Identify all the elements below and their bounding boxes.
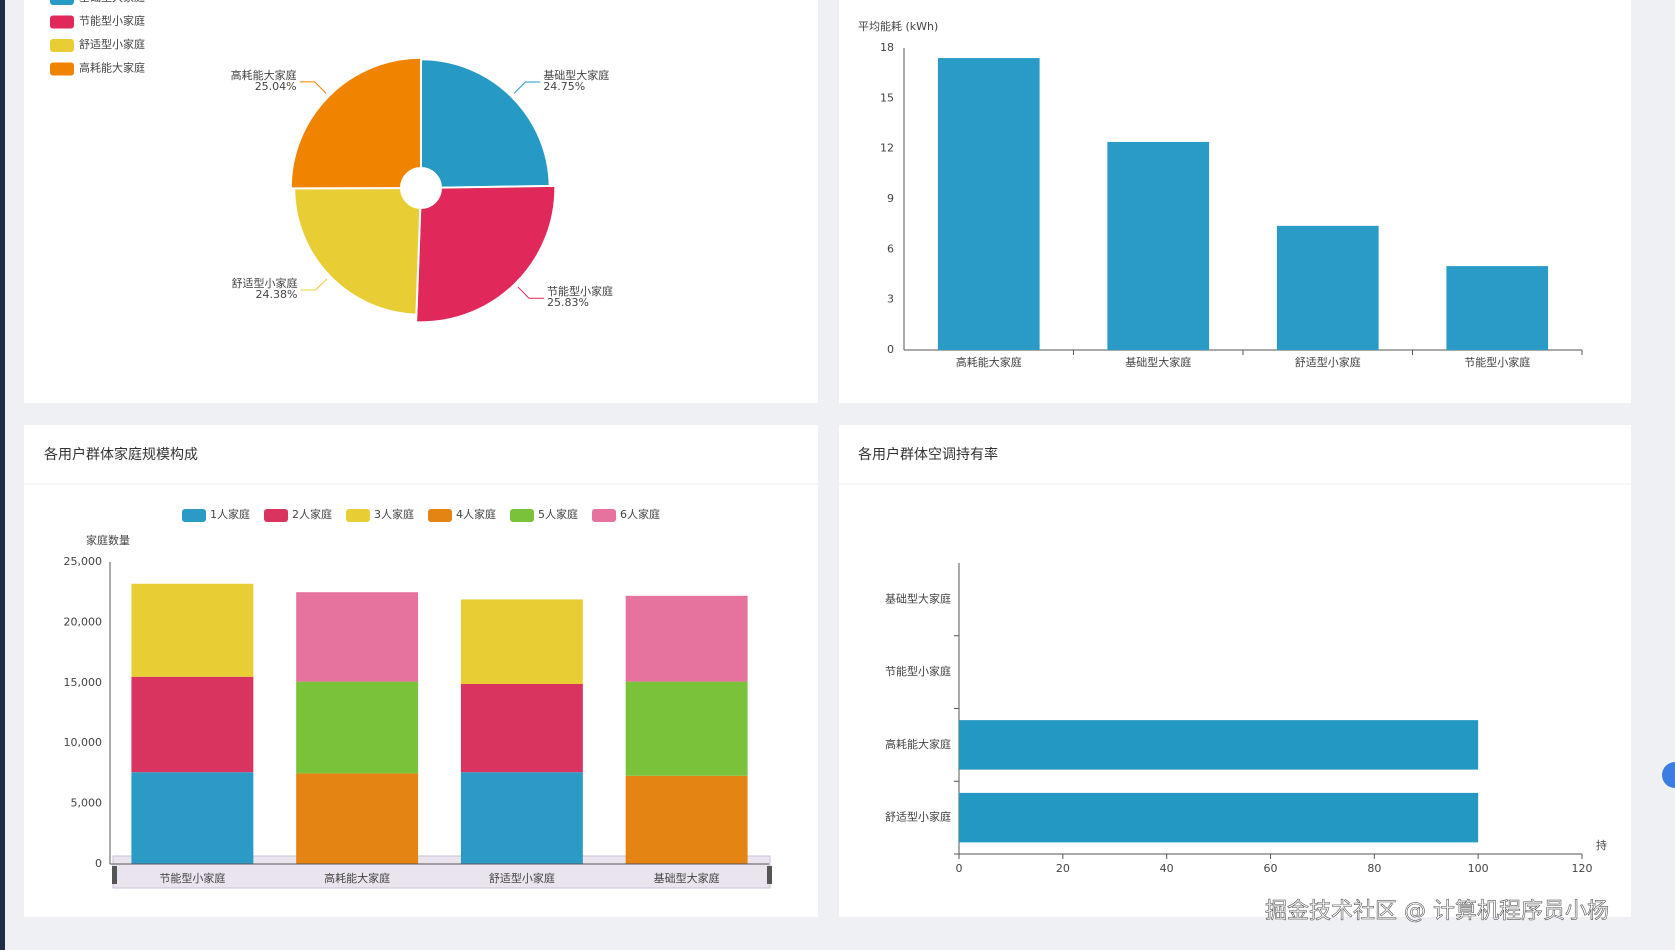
bar bbox=[1107, 141, 1210, 350]
y-tick-label: 舒适型小家庭 bbox=[885, 810, 951, 824]
y-tick-label: 0 bbox=[95, 857, 102, 870]
legend-label: 节能型小家庭 bbox=[79, 14, 145, 28]
bar bbox=[1276, 225, 1379, 350]
legend-label: 舒适型小家庭 bbox=[79, 37, 145, 51]
leader-line bbox=[513, 81, 541, 94]
x-tick-label: 120 bbox=[1572, 862, 1593, 875]
legend-label: 1人家庭 bbox=[210, 507, 250, 521]
bar-segment bbox=[625, 681, 748, 776]
y-tick-label: 20,000 bbox=[64, 615, 103, 628]
legend-swatch bbox=[50, 0, 74, 5]
y-tick-label: 3 bbox=[887, 293, 894, 306]
bar-segment bbox=[131, 676, 254, 773]
bar-segment bbox=[460, 772, 583, 864]
pie-slice bbox=[420, 58, 551, 189]
x-tick-label: 基础型大家庭 bbox=[1125, 355, 1191, 369]
bar-segment bbox=[460, 684, 583, 773]
legend-swatch bbox=[510, 509, 534, 522]
x-tick-label: 节能型小家庭 bbox=[1464, 355, 1530, 369]
bar-segment bbox=[625, 595, 748, 682]
y-tick-label: 5,000 bbox=[71, 797, 103, 810]
bar-segment bbox=[296, 681, 419, 774]
legend-label: 4人家庭 bbox=[456, 507, 496, 521]
x-tick-label: 80 bbox=[1367, 862, 1381, 875]
y-tick-label: 0 bbox=[887, 343, 894, 356]
bar-segment bbox=[131, 772, 254, 864]
x-tick-label: 舒适型小家庭 bbox=[489, 871, 555, 885]
bar-segment bbox=[296, 592, 419, 682]
legend-swatch bbox=[592, 509, 616, 522]
leader-line bbox=[299, 81, 327, 94]
x-axis-label: 持 bbox=[1596, 838, 1607, 852]
legend-label: 5人家庭 bbox=[538, 507, 578, 521]
leader-line bbox=[300, 278, 328, 291]
card bbox=[839, 425, 1631, 917]
y-tick-label: 基础型大家庭 bbox=[885, 591, 951, 605]
y-tick-label: 高耗能大家庭 bbox=[885, 737, 951, 751]
chart-title: 各用户群体家庭规模构成 bbox=[44, 446, 198, 463]
zoom-handle[interactable] bbox=[767, 866, 772, 884]
x-tick-label: 0 bbox=[956, 862, 963, 875]
pie-label: 高耗能大家庭 bbox=[231, 68, 297, 82]
watermark: 掘金技术社区 @ 计算机程序员小杨 bbox=[1265, 899, 1609, 924]
pie-slice bbox=[289, 56, 422, 190]
pie-slice bbox=[415, 184, 557, 324]
y-axis-label: 家庭数量 bbox=[86, 533, 130, 547]
legend-swatch bbox=[50, 39, 74, 52]
y-tick-label: 15,000 bbox=[64, 676, 103, 689]
y-tick-label: 12 bbox=[880, 142, 894, 155]
pie-slice bbox=[293, 187, 422, 316]
zoom-handle[interactable] bbox=[112, 866, 117, 884]
legend-swatch bbox=[182, 509, 206, 522]
sidebar-edge bbox=[0, 0, 5, 950]
legend-swatch bbox=[346, 509, 370, 522]
bar-segment bbox=[460, 599, 583, 685]
pie-label: 节能型小家庭 bbox=[547, 284, 613, 298]
leader-line bbox=[517, 286, 544, 299]
bar-segment bbox=[131, 583, 254, 677]
x-tick-label: 100 bbox=[1468, 862, 1489, 875]
legend-label: 基础型大家庭 bbox=[79, 0, 145, 4]
legend-label: 6人家庭 bbox=[620, 507, 660, 521]
bar-segment bbox=[625, 775, 748, 864]
x-tick-label: 20 bbox=[1056, 862, 1070, 875]
y-tick-label: 25,000 bbox=[64, 555, 103, 568]
y-tick-label: 15 bbox=[880, 91, 894, 104]
pie-value-label: 24.38% bbox=[256, 288, 298, 301]
chart-title: 各用户群体空调持有率 bbox=[858, 446, 998, 463]
legend-swatch bbox=[50, 62, 74, 76]
x-tick-label: 基础型大家庭 bbox=[654, 871, 720, 885]
y-tick-label: 6 bbox=[887, 242, 894, 255]
bar bbox=[959, 720, 1479, 770]
float-button[interactable] bbox=[1662, 762, 1675, 788]
bar bbox=[1446, 266, 1549, 350]
bar bbox=[959, 792, 1479, 843]
y-tick-label: 节能型小家庭 bbox=[885, 664, 951, 678]
x-tick-label: 高耗能大家庭 bbox=[956, 355, 1022, 369]
x-tick-label: 舒适型小家庭 bbox=[1295, 355, 1361, 369]
x-tick-label: 高耗能大家庭 bbox=[324, 871, 390, 885]
x-tick-label: 60 bbox=[1264, 862, 1278, 875]
legend-swatch bbox=[428, 509, 452, 522]
x-tick-label: 节能型小家庭 bbox=[159, 871, 225, 885]
bar bbox=[937, 58, 1040, 351]
x-tick-label: 40 bbox=[1160, 862, 1174, 875]
pie-label: 舒适型小家庭 bbox=[231, 276, 297, 290]
y-tick-label: 10,000 bbox=[64, 736, 103, 749]
legend-swatch bbox=[50, 15, 74, 29]
legend-label: 3人家庭 bbox=[374, 507, 414, 521]
pie-label: 基础型大家庭 bbox=[543, 68, 609, 82]
y-tick-label: 9 bbox=[887, 192, 894, 205]
legend-label: 高耗能大家庭 bbox=[79, 61, 145, 75]
pie-value-label: 25.04% bbox=[255, 80, 297, 93]
legend-swatch bbox=[264, 509, 288, 522]
y-tick-label: 18 bbox=[880, 41, 894, 54]
y-axis-label: 平均能耗 (kWh) bbox=[858, 19, 938, 33]
legend-label: 2人家庭 bbox=[292, 507, 332, 521]
bar-segment bbox=[296, 773, 419, 864]
pie-value-label: 25.83% bbox=[547, 296, 589, 309]
pie-value-label: 24.75% bbox=[543, 80, 585, 93]
